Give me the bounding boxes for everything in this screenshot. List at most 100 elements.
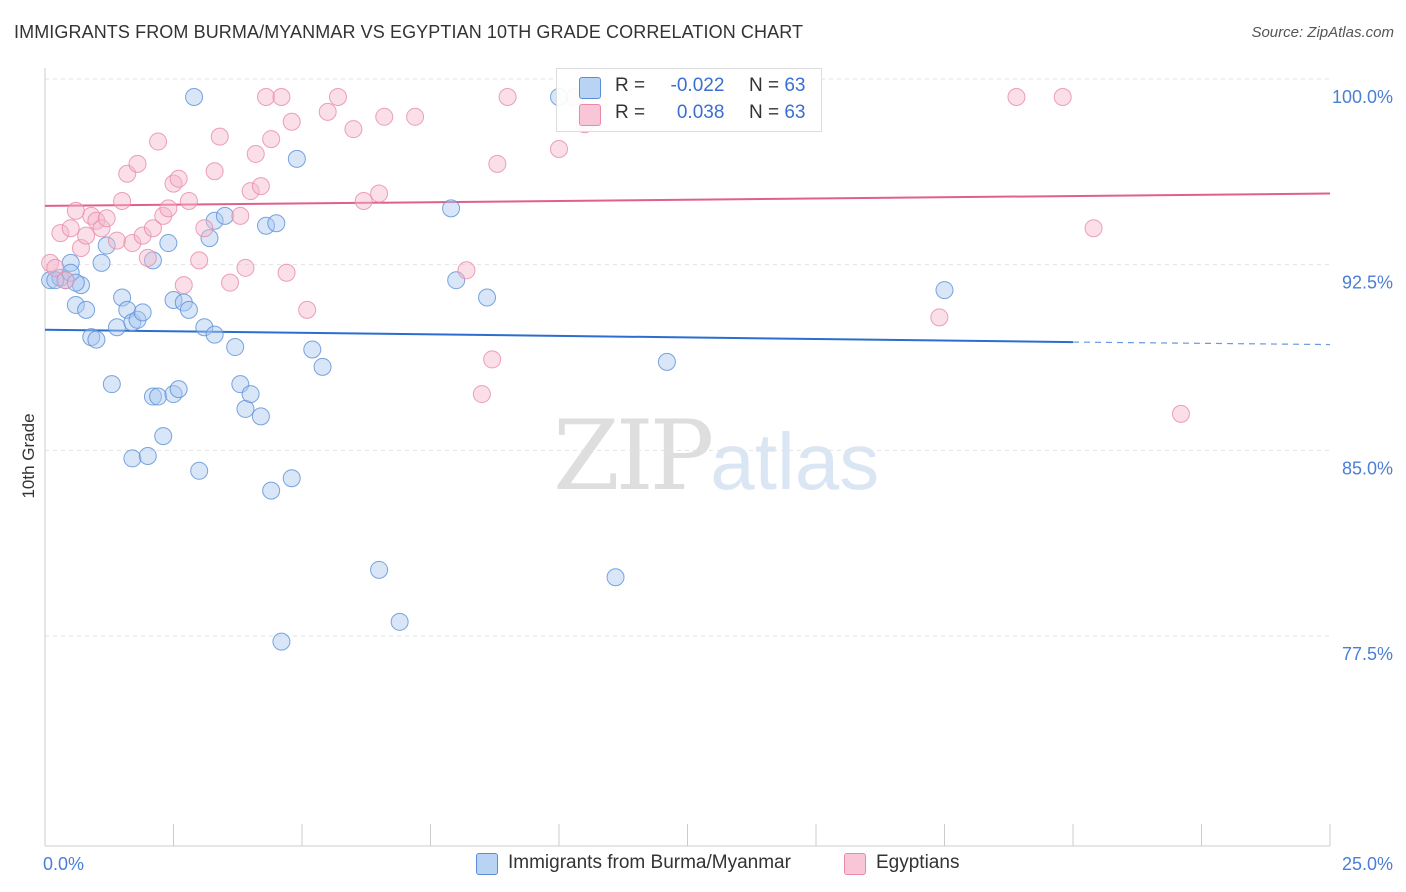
data-point-blue <box>154 427 173 446</box>
data-point-pink <box>277 263 296 282</box>
data-point-pink <box>257 88 276 106</box>
trend-line-extension-blue <box>1072 341 1331 346</box>
data-point-blue <box>149 387 168 406</box>
data-point-pink <box>483 350 502 369</box>
chart-title: IMMIGRANTS FROM BURMA/MYANMAR VS EGYPTIA… <box>14 22 804 42</box>
data-point-pink <box>107 231 126 250</box>
data-point-pink <box>344 120 363 139</box>
data-point-pink <box>241 182 260 201</box>
legend-n-value: 63 <box>784 75 806 96</box>
data-point-pink <box>164 174 183 193</box>
data-point-pink <box>61 219 80 238</box>
trend-line-blue <box>44 328 1074 344</box>
legend-r-label: R = <box>615 75 646 96</box>
data-point-blue <box>313 357 332 376</box>
bottom-legend-label-burma: Immigrants from Burma/Myanmar <box>508 852 791 873</box>
data-point-pink <box>159 199 178 218</box>
data-point-blue <box>46 271 65 290</box>
data-point-pink <box>174 276 193 295</box>
watermark: ZIPatlas <box>553 400 879 512</box>
data-point-blue <box>442 199 461 218</box>
data-point-blue <box>303 340 322 359</box>
data-point-pink <box>82 206 101 225</box>
data-point-pink <box>1171 404 1190 423</box>
watermark-zip: ZIP <box>553 400 714 512</box>
data-point-blue <box>92 253 111 272</box>
data-point-blue <box>267 214 286 233</box>
data-point-pink <box>298 300 317 319</box>
data-point-pink <box>113 191 132 210</box>
data-point-blue <box>143 387 162 406</box>
legend-n-label: N = <box>748 75 780 96</box>
data-point-pink <box>370 184 389 203</box>
data-point-pink <box>97 209 116 228</box>
legend-swatch-pink <box>579 104 601 126</box>
data-point-pink <box>56 271 75 290</box>
data-point-blue <box>370 560 389 579</box>
data-point-blue <box>478 288 497 307</box>
legend-swatch-blue <box>579 77 601 99</box>
legend-r-value: 0.038 <box>676 102 725 123</box>
data-point-pink <box>282 112 301 131</box>
data-point-blue <box>226 338 245 357</box>
data-point-pink <box>195 219 214 238</box>
data-points <box>41 88 1190 651</box>
data-point-blue <box>251 407 270 426</box>
data-point-pink <box>472 385 491 404</box>
bottom-legend-label-egyptians: Egyptians <box>876 852 960 873</box>
data-point-pink <box>231 206 250 225</box>
data-point-pink <box>210 127 229 146</box>
data-point-blue <box>935 281 954 300</box>
data-point-pink <box>138 248 157 267</box>
data-point-pink <box>1084 219 1103 238</box>
data-point-blue <box>262 481 281 500</box>
legend-stats-burma: R = -0.022 N = 63 <box>615 75 805 97</box>
data-point-pink <box>328 88 347 106</box>
data-point-blue <box>272 632 291 651</box>
bottom-legend-swatch-pink <box>844 853 866 875</box>
data-point-blue <box>123 449 142 468</box>
data-point-blue <box>102 375 121 394</box>
legend-r-label: R = <box>615 102 646 123</box>
data-point-blue <box>82 328 101 347</box>
data-point-pink <box>262 130 281 149</box>
data-point-blue <box>87 330 106 349</box>
data-point-pink <box>251 177 270 196</box>
data-point-pink <box>236 258 255 277</box>
legend-stats-egyptians: R = 0.038 N = 63 <box>615 102 805 124</box>
legend-n-value: 63 <box>784 102 806 123</box>
data-point-pink <box>123 234 142 253</box>
source-label: Source: ZipAtlas.com <box>1251 24 1394 41</box>
data-point-pink <box>169 169 188 188</box>
data-point-blue <box>606 568 625 587</box>
data-point-blue <box>107 318 126 337</box>
data-point-pink <box>246 144 265 163</box>
data-point-pink <box>375 107 394 126</box>
data-point-pink <box>143 219 162 238</box>
data-point-blue <box>159 234 178 253</box>
data-point-blue <box>205 211 224 230</box>
data-point-blue <box>205 325 224 344</box>
data-point-pink <box>51 224 70 243</box>
data-point-pink <box>930 308 949 327</box>
data-point-blue <box>66 295 85 314</box>
grid-lines <box>45 78 1330 637</box>
data-point-pink <box>92 219 111 238</box>
data-point-pink <box>128 154 147 173</box>
data-point-blue <box>257 216 276 235</box>
data-point-pink <box>77 226 96 245</box>
data-point-blue <box>241 385 260 404</box>
legend-n-label: N = <box>748 102 780 123</box>
data-point-pink <box>1007 88 1026 106</box>
stats-legend: R = -0.022 N = 63 R = 0.038 N = 63 <box>556 68 822 132</box>
data-point-blue <box>390 612 409 631</box>
y-tick-label: 85.0% <box>1342 458 1393 478</box>
data-point-pink <box>221 273 240 292</box>
data-point-pink <box>190 251 209 270</box>
data-point-blue <box>133 303 152 322</box>
bottom-legend-swatch-blue <box>476 853 498 875</box>
trend-lines <box>44 192 1331 346</box>
data-point-pink <box>354 191 373 210</box>
y-tick-label: 100.0% <box>1332 87 1393 107</box>
data-point-pink <box>149 132 168 151</box>
